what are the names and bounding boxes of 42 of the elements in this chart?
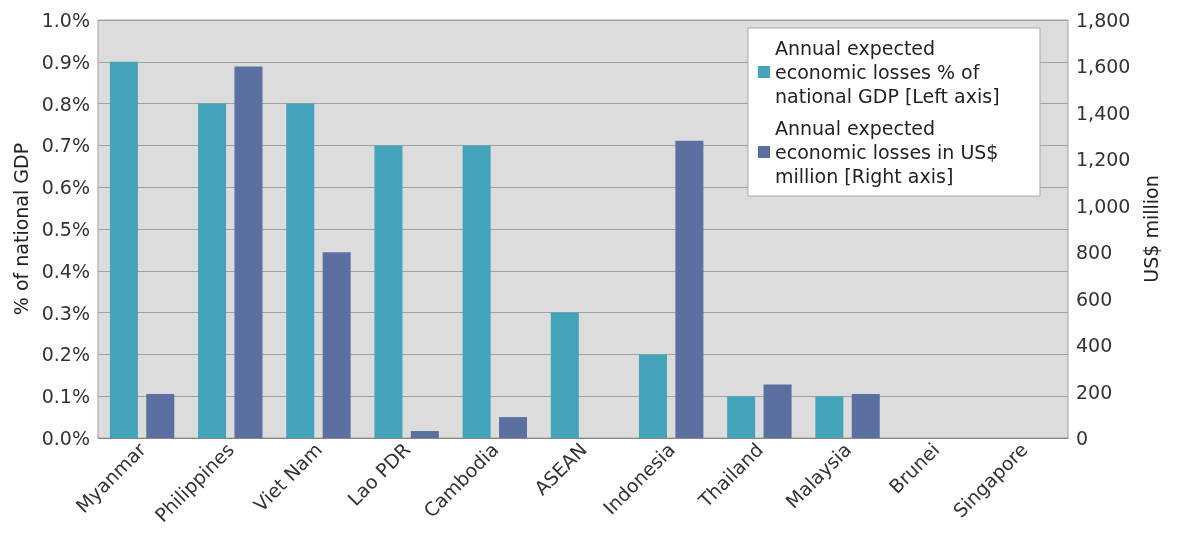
legend-label: Annual expected economic losses % of national GDP [Left axis] bbox=[775, 37, 1000, 107]
y2-tick-label: 1,000 bbox=[1076, 194, 1131, 217]
y2-tick-label: 1,600 bbox=[1076, 55, 1131, 78]
y2-tick-label: 200 bbox=[1076, 380, 1113, 403]
bar bbox=[286, 103, 315, 438]
bar bbox=[638, 354, 667, 438]
bar bbox=[462, 145, 491, 438]
y-tick-label: 0.0% bbox=[41, 427, 90, 449]
bar bbox=[499, 417, 528, 438]
y-tick-label: 0.9% bbox=[41, 50, 90, 73]
y2-tick-label: 600 bbox=[1076, 287, 1113, 310]
bar bbox=[410, 431, 439, 438]
y-tick-label: 0.6% bbox=[41, 176, 90, 199]
bar bbox=[815, 396, 844, 438]
bar bbox=[550, 312, 579, 438]
y-tick-label: 0.3% bbox=[41, 301, 90, 324]
bar bbox=[234, 66, 263, 438]
y-tick-label: 0.4% bbox=[41, 259, 90, 282]
y-tick-label: 0.7% bbox=[41, 134, 90, 157]
bar bbox=[146, 393, 175, 438]
bar bbox=[198, 103, 227, 438]
y-tick-label: 0.8% bbox=[41, 92, 90, 115]
legend-label: Annual expected economic losses in US$ million [Right axis] bbox=[775, 117, 1005, 187]
y2-tick-label: 800 bbox=[1076, 241, 1113, 264]
bar bbox=[374, 145, 403, 438]
y2-tick-label: 1,200 bbox=[1076, 148, 1131, 171]
bar bbox=[763, 384, 792, 438]
y-axis-title: % of national GDP bbox=[10, 142, 33, 316]
y2-tick-label: 1,800 bbox=[1076, 9, 1131, 31]
y2-axis-title: US$ million bbox=[1139, 175, 1162, 283]
bar bbox=[322, 252, 351, 438]
y2-tick-label: 400 bbox=[1076, 334, 1113, 357]
bar bbox=[727, 396, 756, 438]
y-tick-label: 0.1% bbox=[41, 385, 90, 408]
bar bbox=[675, 140, 704, 438]
y2-tick-label: 1,400 bbox=[1076, 101, 1131, 124]
bar bbox=[109, 61, 138, 438]
y-tick-label: 0.2% bbox=[41, 343, 90, 366]
y-tick-label: 1.0% bbox=[41, 9, 90, 31]
y2-tick-label: 0 bbox=[1076, 427, 1089, 449]
bar bbox=[851, 393, 880, 438]
y-tick-label: 0.5% bbox=[41, 218, 90, 240]
